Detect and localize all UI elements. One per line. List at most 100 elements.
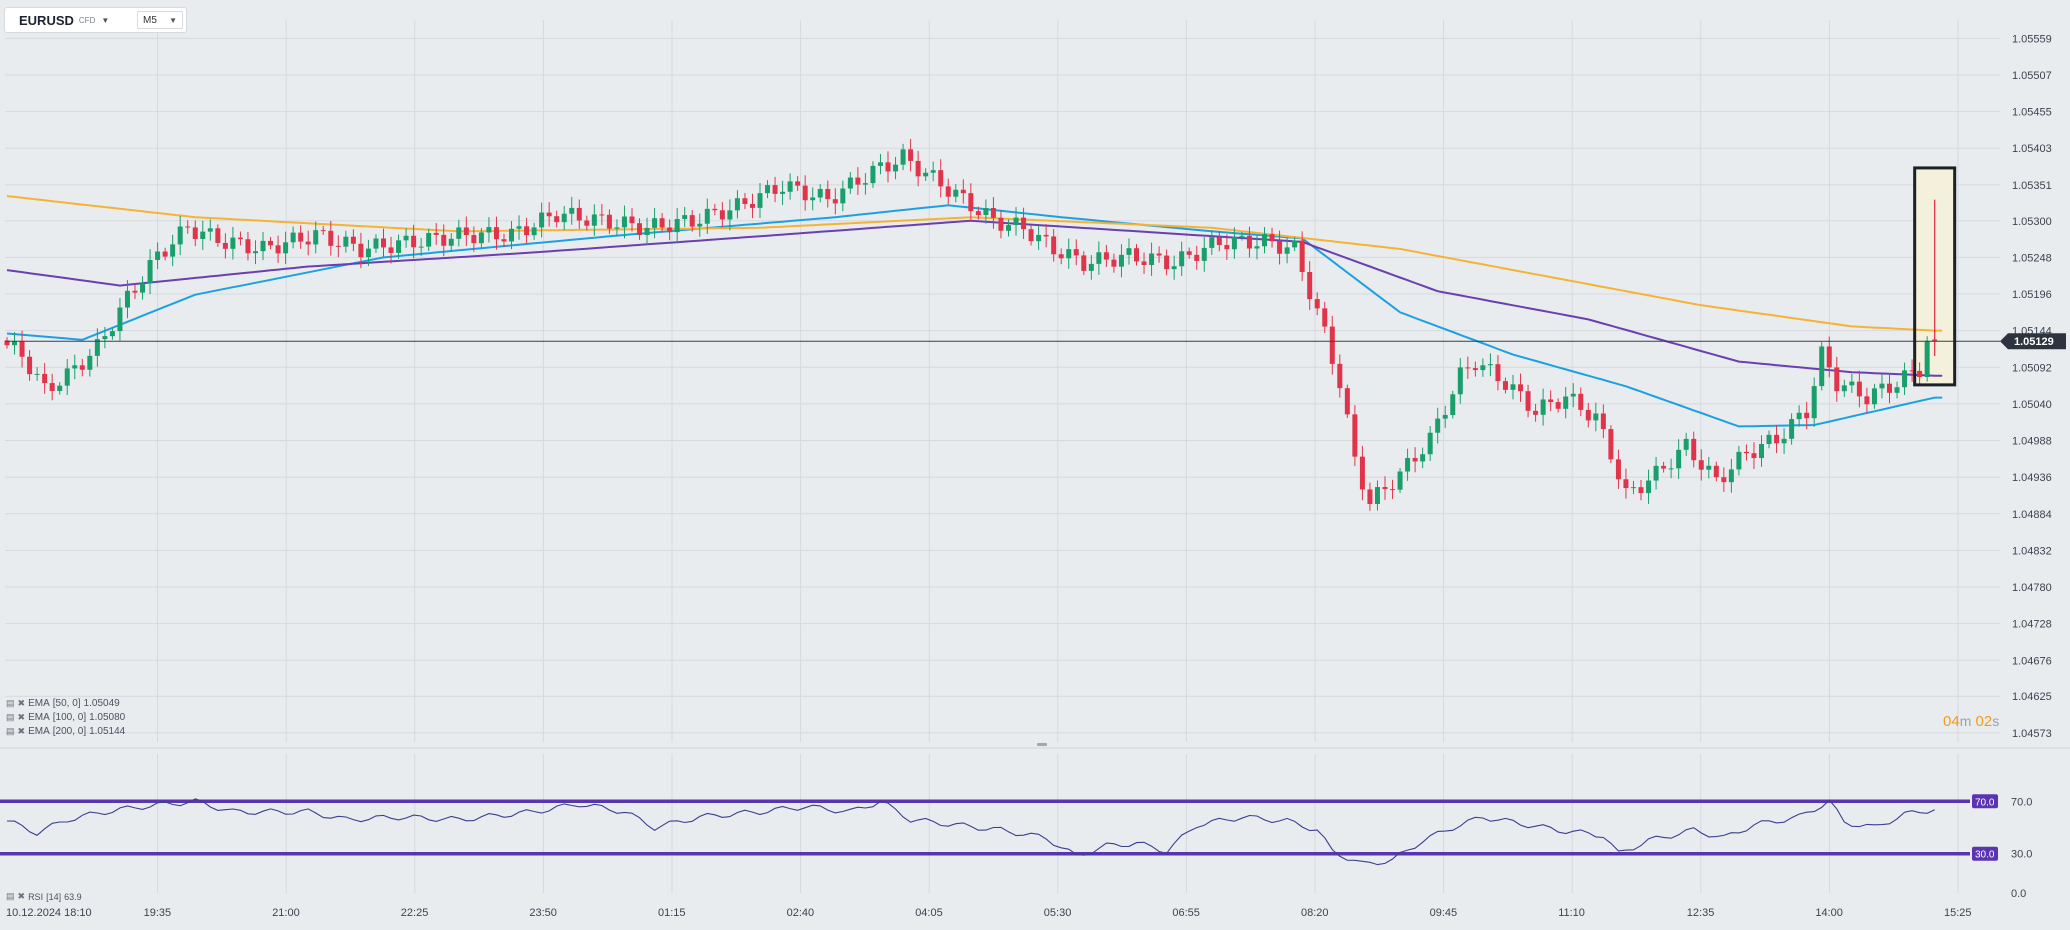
legend-name: EMA (28, 698, 50, 709)
candle-body-down (222, 242, 228, 249)
candle-body-down (554, 216, 560, 223)
candle-body-down (1465, 367, 1471, 369)
candle-body-down (990, 207, 996, 218)
time-tick-label: 15:25 (1944, 907, 1972, 919)
candle-body-down (885, 162, 891, 172)
symbol-toolbar: EURUSD CFD ▼ M5 ▼ (4, 7, 187, 33)
candle-body-up (1819, 346, 1825, 387)
candle-body-down (4, 340, 10, 346)
symbol-name[interactable]: EURUSD (19, 12, 74, 28)
time-tick-label: 22:25 (401, 907, 429, 919)
candle-body-down (772, 185, 778, 194)
candle-body-up (124, 290, 130, 308)
legend-ema-200[interactable]: ▤ ✖ EMA [200, 0] 1.05144 (6, 726, 125, 737)
candle-body-up (343, 236, 349, 247)
candle-body-up (1849, 381, 1855, 386)
close-icon[interactable]: ✖ (17, 891, 26, 901)
candle-body-down (1058, 254, 1064, 259)
candle-body-down (1887, 383, 1892, 393)
candle-body-down (1186, 251, 1192, 255)
candle-body-down (576, 207, 582, 221)
candle-body-up (1292, 240, 1298, 248)
candle-body-up (1789, 419, 1795, 439)
candle-body-up (177, 226, 183, 245)
candle-body-up (1540, 399, 1546, 415)
legend-params: [50, 0] (52, 698, 81, 709)
candle-body-up (1902, 370, 1908, 388)
settings-icon[interactable]: ▤ (6, 698, 15, 708)
price-tick-label: 1.05040 (2012, 399, 2052, 411)
legend-ema-50[interactable]: ▤ ✖ EMA [50, 0] 1.05049 (6, 698, 120, 709)
timeframe-select[interactable]: M5 ▼ (137, 11, 183, 29)
price-tick-label: 1.05300 (2012, 216, 2052, 228)
rsi-tick-label: 0.0 (2011, 888, 2026, 900)
candle-body-up (900, 149, 906, 165)
settings-icon[interactable]: ▤ (6, 712, 15, 722)
candle-body-down (546, 212, 552, 217)
settings-icon[interactable]: ▤ (6, 726, 15, 736)
candle-body-down (433, 232, 439, 235)
ema-line (6, 204, 1943, 428)
candle-body-up (396, 240, 402, 253)
candle-body-down (938, 170, 944, 187)
legend-value: 1.05080 (89, 712, 126, 723)
time-tick-label: 11:10 (1558, 907, 1585, 919)
time-tick-label: 08:20 (1301, 907, 1329, 919)
candle-body-down (524, 226, 530, 236)
price-tick-label: 1.04676 (2012, 655, 2052, 667)
candle-body-down (1826, 346, 1832, 368)
candle-body-down (742, 198, 748, 204)
time-axis[interactable]: 10.12.2024 18:10 19:35 21:00 22:25 23:50 01:1… (6, 907, 1972, 919)
highlight-box (1913, 166, 1957, 387)
legend-ema-100[interactable]: ▤ ✖ EMA [100, 0] 1.05080 (6, 712, 125, 723)
candle-body-down (49, 383, 55, 392)
candle-body-down (1352, 414, 1358, 457)
candle-body-up (1231, 236, 1237, 250)
candle-body-up (1510, 384, 1516, 390)
candle-body-down (1525, 391, 1531, 411)
candle-body-up (109, 331, 115, 337)
candle-body-up (870, 165, 876, 184)
candle-body-down (606, 214, 612, 229)
candle-body-up (923, 172, 929, 177)
instrument-type: CFD (78, 15, 96, 25)
candle-body-up (1239, 235, 1245, 237)
candle-body-up (621, 216, 627, 228)
price-tick-label: 1.05507 (2012, 70, 2052, 82)
close-icon[interactable]: ✖ (17, 712, 26, 722)
candle-body-down (667, 227, 673, 233)
candle-body-down (132, 290, 138, 293)
candle-body-down (915, 160, 921, 177)
price-axis[interactable]: 1.05559 1.05507 1.05455 1.05403 1.05351 1.053… (2000, 33, 2066, 740)
close-icon[interactable]: ✖ (17, 698, 26, 708)
candle-body-up (72, 365, 78, 369)
price-tick-label: 1.05196 (2012, 289, 2052, 301)
panel-resize-handle[interactable] (1037, 743, 1047, 746)
candle-body-down (441, 234, 447, 246)
candle-body-up (817, 188, 823, 198)
candle-body-down (825, 188, 831, 200)
candle-body-up (373, 238, 379, 249)
caret-down-icon[interactable]: ▼ (101, 15, 110, 25)
candle-body-down (162, 251, 168, 257)
current-price-tag (2000, 333, 2066, 350)
time-tick-label: 06:55 (1172, 907, 1200, 919)
candle-body-up (87, 355, 93, 370)
candle-body-down (802, 185, 808, 201)
candle-body-down (1337, 363, 1343, 389)
candle-body-up (516, 226, 522, 229)
legend-params: [100, 0] (52, 712, 87, 723)
settings-icon[interactable]: ▤ (6, 891, 15, 901)
candle-body-up (1924, 340, 1930, 378)
candle-body-up (155, 251, 161, 260)
candle-body-down (185, 226, 191, 228)
candle-body-up (780, 191, 786, 194)
candle-body-down (1277, 241, 1283, 254)
close-icon[interactable]: ✖ (17, 726, 26, 736)
candle-body-up (1487, 364, 1493, 366)
ema-line (6, 219, 1943, 377)
legend-rsi[interactable]: ▤ ✖ RSI [14] 63.9 (6, 891, 82, 902)
candle-body-down (1412, 457, 1418, 462)
rsi-level-tag-label: 30.0 (1975, 850, 1995, 861)
